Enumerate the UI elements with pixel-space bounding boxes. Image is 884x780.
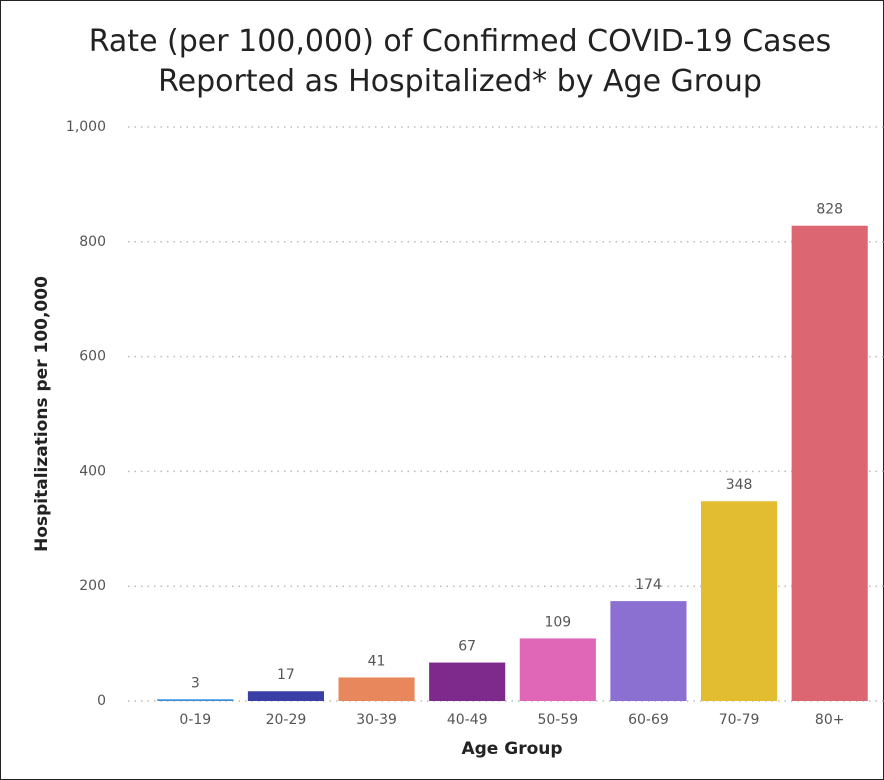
x-tick-label: 30-39 [356, 712, 397, 728]
bar [429, 662, 506, 701]
x-tick-label: 70-79 [719, 712, 760, 728]
x-tick-label: 0-19 [179, 712, 211, 728]
bar [247, 691, 324, 701]
x-tick-label: 20-29 [266, 712, 307, 728]
bar [519, 638, 596, 701]
y-axis-title: Hospitalizations per 100,000 [32, 276, 52, 552]
bar [791, 225, 868, 701]
x-tick-label: 40-49 [447, 712, 488, 728]
x-tick-label: 50-59 [537, 712, 578, 728]
data-label: 174 [635, 577, 662, 593]
data-label: 3 [191, 675, 200, 691]
x-tick-label: 60-69 [628, 712, 669, 728]
data-label: 348 [726, 477, 753, 493]
x-axis-title: Age Group [461, 739, 562, 759]
data-label: 109 [544, 614, 571, 630]
bar [157, 699, 234, 701]
bar [610, 601, 687, 701]
y-tick-label: 200 [79, 578, 106, 594]
bar [701, 501, 778, 701]
chart-title: Rate (per 100,000) of Confirmed COVID-19… [88, 24, 832, 99]
y-tick-label: 800 [79, 234, 106, 250]
bar [338, 677, 415, 701]
x-tick-label: 80+ [815, 712, 845, 728]
y-tick-label: 1,000 [66, 119, 106, 135]
y-tick-label: 0 [97, 693, 106, 709]
y-tick-label: 600 [79, 349, 106, 365]
data-label: 67 [458, 639, 476, 655]
y-tick-label: 400 [79, 463, 106, 479]
data-label: 828 [816, 202, 843, 218]
data-label: 41 [368, 653, 386, 669]
data-label: 17 [277, 667, 295, 683]
